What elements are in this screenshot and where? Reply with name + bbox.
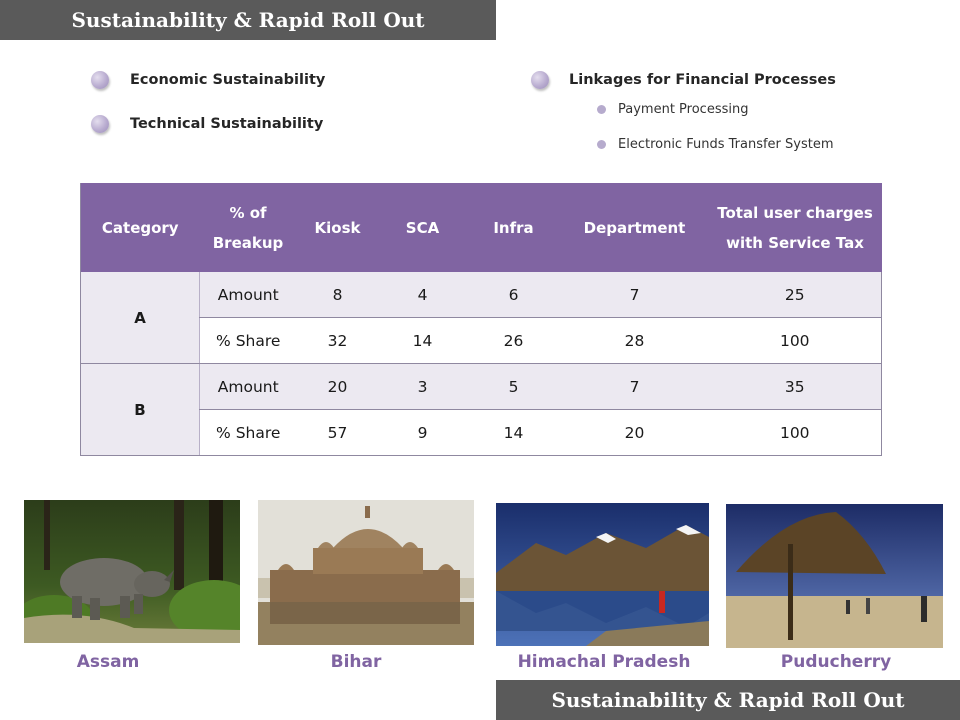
- cell-infra: 14: [466, 409, 561, 456]
- header-breakup: % of Breakup: [199, 183, 297, 272]
- cell-sca: 14: [378, 317, 467, 364]
- cell-infra: 26: [466, 317, 561, 364]
- subbullet-eft-system: Electronic Funds Transfer System: [597, 137, 834, 152]
- table-row: % Share 32 14 26 28 100: [81, 317, 882, 364]
- cell-sca: 4: [378, 272, 467, 318]
- cell-total: 25: [708, 272, 882, 318]
- cell-department: 7: [560, 363, 709, 410]
- rhino-icon: [60, 558, 174, 620]
- header-kiosk: Kiosk: [296, 183, 379, 272]
- subbullet-payment-processing: Payment Processing: [597, 102, 748, 117]
- bullet-technical-sustainability: Technical Sustainability: [91, 115, 323, 133]
- monument-icon: [270, 506, 460, 602]
- cell-sca: 9: [378, 409, 467, 456]
- cell-kiosk: 32: [296, 317, 379, 364]
- subbullet-dot-icon: [597, 140, 606, 149]
- header-category: Category: [80, 183, 200, 272]
- bullet-economic-sustainability: Economic Sustainability: [91, 71, 325, 89]
- mountain-icon: [496, 525, 709, 593]
- cell-kiosk: 57: [296, 409, 379, 456]
- row-label: Amount: [199, 272, 297, 318]
- cell-sca: 3: [378, 363, 467, 410]
- subbullet-label: Electronic Funds Transfer System: [618, 137, 834, 152]
- caption-assam: Assam: [76, 652, 140, 672]
- cell-total: 100: [708, 409, 882, 456]
- category-cell: A: [80, 272, 200, 364]
- cell-total: 35: [708, 363, 882, 410]
- user-charges-table: Category % of Breakup Kiosk SCA Infra De…: [80, 183, 882, 456]
- slide-title-top: Sustainability & Rapid Roll Out: [0, 0, 496, 40]
- bullet-dot-icon: [531, 71, 549, 89]
- caption-puducherry: Puducherry: [780, 652, 892, 672]
- subbullet-label: Payment Processing: [618, 102, 749, 117]
- bullet-dot-icon: [91, 115, 109, 133]
- header-sca: SCA: [378, 183, 467, 272]
- cell-infra: 5: [466, 363, 561, 410]
- bullet-dot-icon: [91, 71, 109, 89]
- bullet-label: Economic Sustainability: [130, 72, 326, 88]
- himachal-photo: [496, 503, 709, 646]
- beach-umbrella-icon: [736, 512, 886, 640]
- cell-total: 100: [708, 317, 882, 364]
- table-header-row: Category % of Breakup Kiosk SCA Infra De…: [80, 183, 882, 272]
- row-label: % Share: [199, 409, 297, 456]
- header-total: Total user charges with Service Tax: [708, 183, 882, 272]
- table-row: B Amount 20 3 5 7 35: [80, 363, 882, 456]
- row-label: Amount: [199, 363, 297, 410]
- subbullet-dot-icon: [597, 105, 606, 114]
- header-department: Department: [560, 183, 709, 272]
- puducherry-photo: [726, 504, 943, 648]
- row-label: % Share: [199, 317, 297, 364]
- category-cell: B: [80, 363, 200, 456]
- table-row: % Share 57 9 14 20 100: [81, 409, 882, 456]
- cell-department: 20: [560, 409, 709, 456]
- slide-title-bottom: Sustainability & Rapid Roll Out: [496, 680, 960, 720]
- bullet-linkages-financial: Linkages for Financial Processes: [531, 71, 836, 89]
- bullet-label: Linkages for Financial Processes: [569, 72, 836, 88]
- bullet-label: Technical Sustainability: [130, 116, 324, 132]
- caption-himachal: Himachal Pradesh: [517, 652, 691, 672]
- cell-department: 7: [560, 272, 709, 318]
- cell-infra: 6: [466, 272, 561, 318]
- bihar-photo: [258, 500, 474, 645]
- caption-bihar: Bihar: [330, 652, 382, 672]
- assam-photo: [24, 500, 240, 643]
- cell-kiosk: 8: [296, 272, 379, 318]
- cell-kiosk: 20: [296, 363, 379, 410]
- header-infra: Infra: [466, 183, 561, 272]
- cell-department: 28: [560, 317, 709, 364]
- table-row: A Amount 8 4 6 7 25: [80, 272, 882, 364]
